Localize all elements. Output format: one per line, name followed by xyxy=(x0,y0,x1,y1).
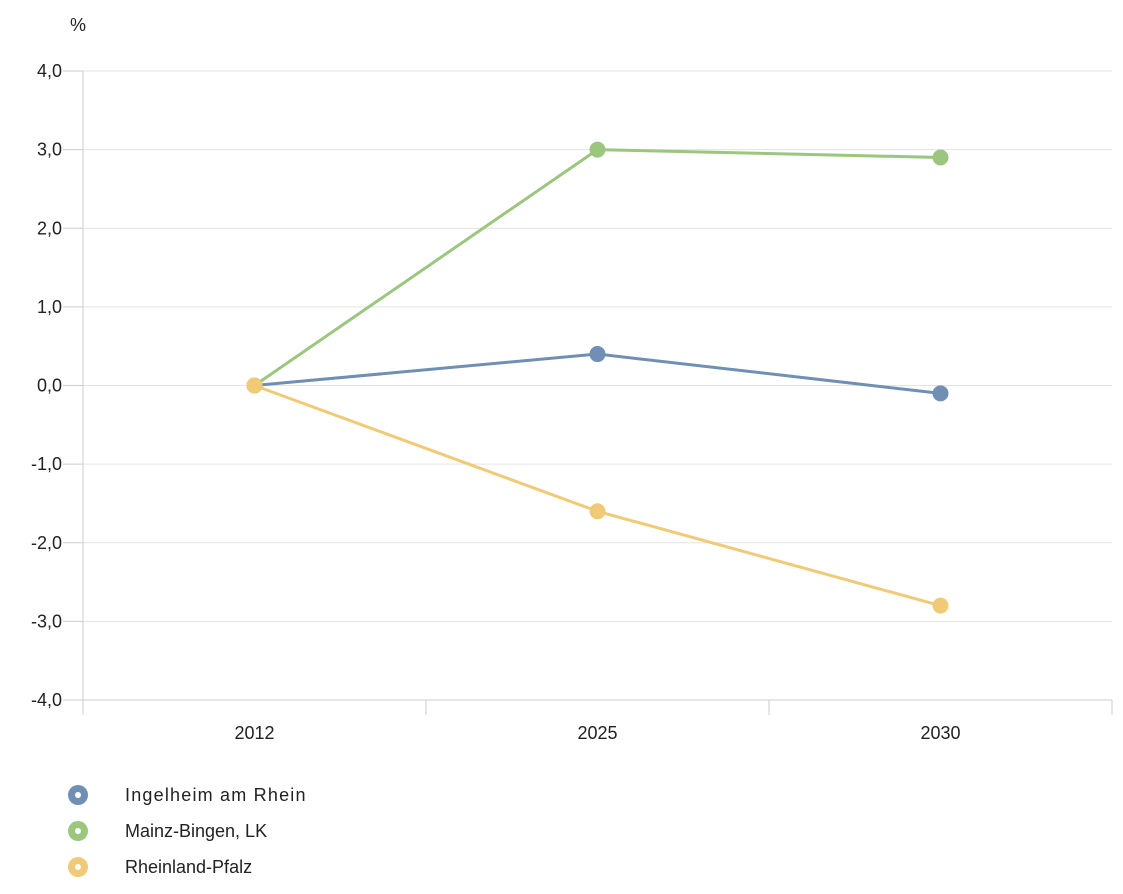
series-points xyxy=(246,141,949,614)
y-tick-label: 2,0 xyxy=(37,218,62,238)
y-tick-label: 4,0 xyxy=(37,61,62,81)
y-tick-label: -1,0 xyxy=(31,454,62,474)
data-point xyxy=(246,377,263,394)
y-tick-label: -2,0 xyxy=(31,533,62,553)
y-tick-label: -3,0 xyxy=(31,611,62,631)
legend-item-ingelheim[interactable]: Ingelheim am Rhein xyxy=(66,783,307,807)
data-point xyxy=(589,346,606,363)
legend: Ingelheim am Rhein Mainz-Bingen, LK Rhei… xyxy=(66,783,307,879)
y-tick-label: -4,0 xyxy=(31,690,62,710)
legend-item-mainz-bingen[interactable]: Mainz-Bingen, LK xyxy=(66,819,307,843)
legend-marker-icon xyxy=(68,785,88,805)
y-tick-label: 3,0 xyxy=(37,140,62,160)
data-point xyxy=(589,141,606,158)
line-chart: % 4,03,02,01,00,0-1,0-2,0-3,0-4,0 2012 20… xyxy=(31,15,1113,743)
x-tick-label: 2025 xyxy=(577,723,617,743)
series-lines xyxy=(253,148,942,608)
data-point xyxy=(932,385,949,402)
legend-marker-icon xyxy=(68,821,88,841)
legend-label: Ingelheim am Rhein xyxy=(125,784,307,805)
y-tick-label: 1,0 xyxy=(37,297,62,317)
y-tick-label: 0,0 xyxy=(37,376,62,396)
data-point xyxy=(932,149,949,166)
axes xyxy=(63,70,1113,715)
data-point xyxy=(589,503,606,520)
series-line-2 xyxy=(253,384,942,608)
y-axis-unit-label: % xyxy=(70,15,86,35)
legend-marker-icon xyxy=(68,857,88,877)
data-point xyxy=(932,597,949,614)
x-tick-label: 2030 xyxy=(920,723,960,743)
legend-label: Mainz-Bingen, LK xyxy=(125,820,268,841)
x-tick-labels: 2012 2025 2030 xyxy=(234,723,960,743)
legend-item-rheinland-pfalz[interactable]: Rheinland-Pfalz xyxy=(66,855,307,879)
y-tick-labels: 4,0 3,0 2,0 1,0 0,0 -1,0 -2,0 -3,0 -4,0 xyxy=(31,61,62,710)
legend-label: Rheinland-Pfalz xyxy=(125,856,253,877)
x-tick-label: 2012 xyxy=(234,723,274,743)
